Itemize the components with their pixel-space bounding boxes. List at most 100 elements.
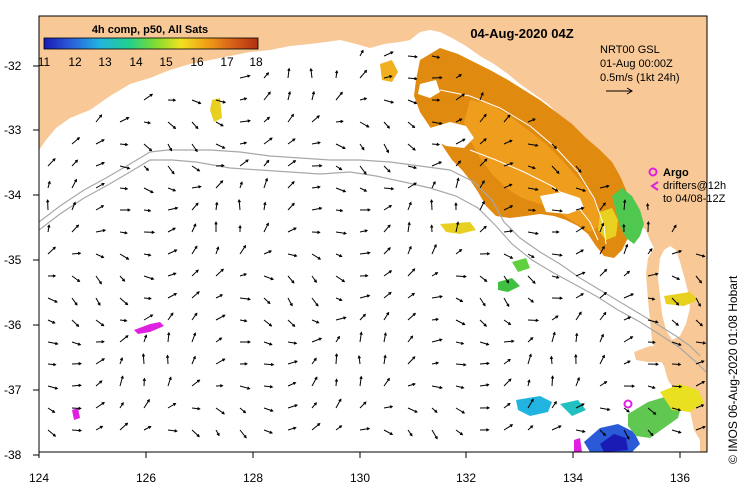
current-vector xyxy=(143,93,153,101)
current-vector xyxy=(503,275,509,283)
current-vector xyxy=(71,429,82,432)
current-vector xyxy=(119,187,128,190)
current-vector-head xyxy=(481,200,485,205)
current-vector-head xyxy=(429,199,434,203)
current-vector xyxy=(239,245,246,255)
current-vector-head xyxy=(507,402,511,407)
current-vector-head xyxy=(413,182,417,186)
current-vector-head xyxy=(366,294,371,298)
current-vector-head xyxy=(313,357,317,361)
current-vector-head xyxy=(412,382,416,387)
current-vector-head xyxy=(78,362,82,366)
current-vector xyxy=(143,253,151,256)
lat-tick-37: -37 xyxy=(4,383,22,397)
current-vector xyxy=(359,401,367,409)
current-vector xyxy=(47,297,58,303)
current-vector xyxy=(527,165,536,169)
current-vector xyxy=(119,143,128,146)
current-vector-head xyxy=(439,385,443,390)
current-vector-head xyxy=(408,201,412,206)
current-vector xyxy=(407,222,410,233)
current-vector-head xyxy=(77,251,82,256)
current-vector xyxy=(551,425,562,431)
current-vector-head xyxy=(655,362,659,366)
lat-tick-33: -33 xyxy=(4,123,22,137)
current-vector-head xyxy=(268,250,273,254)
current-vector xyxy=(599,185,609,189)
current-vector-head xyxy=(386,125,390,129)
current-vector-head xyxy=(265,72,270,76)
current-vector xyxy=(191,99,201,104)
current-vector xyxy=(71,341,81,346)
current-vector-head xyxy=(170,312,174,316)
current-vector-head xyxy=(74,302,78,306)
colorbar-tick-17: 17 xyxy=(220,55,234,69)
current-vector-head xyxy=(459,432,464,436)
current-vector-head xyxy=(486,361,490,366)
current-vector xyxy=(575,226,585,233)
current-vector-head xyxy=(126,117,130,120)
current-vector xyxy=(359,376,362,387)
current-vector-head xyxy=(150,190,154,194)
current-vector-head xyxy=(386,149,389,154)
current-vector-head xyxy=(141,353,146,357)
land-australia xyxy=(39,16,707,452)
lon-tick-130: 130 xyxy=(350,471,370,485)
current-vector xyxy=(191,269,199,277)
current-vector xyxy=(575,293,584,299)
current-vector xyxy=(407,335,413,343)
current-vector-head xyxy=(483,113,487,117)
colorbar-tick-12: 12 xyxy=(68,55,82,69)
current-vector-head xyxy=(174,429,178,433)
current-vector xyxy=(191,202,199,211)
current-vector xyxy=(311,377,318,387)
colorbar-tick-16: 16 xyxy=(190,55,204,69)
current-vector-head xyxy=(461,410,466,414)
current-vector-head xyxy=(559,253,563,257)
current-vector xyxy=(455,178,459,189)
current-vector-head xyxy=(290,113,295,118)
current-vector-head xyxy=(318,206,323,211)
current-vector-head xyxy=(433,243,437,248)
current-vector-head xyxy=(482,303,486,307)
current-vector xyxy=(407,268,415,277)
current-vector xyxy=(311,358,317,365)
drifters-time-label: to 04/08-12Z xyxy=(663,193,726,205)
current-vector xyxy=(527,297,534,303)
current-vector xyxy=(599,407,610,411)
current-vector xyxy=(383,165,391,173)
current-vector-head xyxy=(655,272,659,276)
current-vector-head xyxy=(101,340,105,344)
current-vector-head xyxy=(266,159,270,164)
current-vector-head xyxy=(535,187,539,191)
current-vector xyxy=(47,246,56,255)
current-vector xyxy=(191,407,200,410)
current-vector xyxy=(383,355,386,365)
current-vector-head xyxy=(193,223,197,227)
lon-tick-136: 136 xyxy=(670,471,690,485)
current-vector xyxy=(359,70,367,79)
current-vector-head xyxy=(245,159,249,163)
current-vector xyxy=(503,297,510,307)
current-vector-head xyxy=(486,428,490,432)
current-vector-head xyxy=(313,279,317,283)
current-vector-head xyxy=(317,185,321,189)
current-vector-head xyxy=(509,424,514,428)
current-vector-head xyxy=(338,425,343,429)
current-vector-head xyxy=(172,402,177,406)
current-vector xyxy=(383,247,391,255)
colorbar xyxy=(43,37,259,50)
colorbar-tick-15: 15 xyxy=(159,55,173,69)
current-vector xyxy=(191,121,199,129)
current-vector xyxy=(551,332,556,343)
current-vector xyxy=(167,272,176,277)
current-vector-head xyxy=(676,276,681,280)
current-vector xyxy=(695,381,705,387)
current-vector xyxy=(503,359,511,365)
current-vector xyxy=(215,337,222,343)
current-vector-head xyxy=(509,205,514,209)
current-vector-head xyxy=(124,302,129,306)
current-vector xyxy=(455,138,466,145)
current-vector xyxy=(287,68,290,79)
current-vector-head xyxy=(413,101,418,105)
